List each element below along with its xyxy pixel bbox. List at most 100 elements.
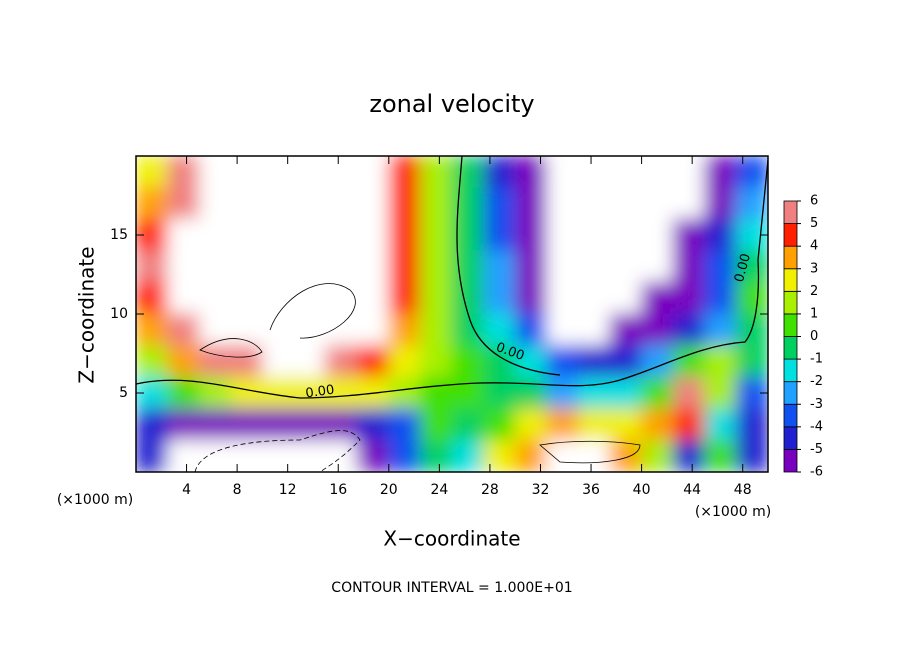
colorbar-tick-label: 3	[810, 261, 818, 276]
field-cell	[704, 156, 737, 189]
field-cell	[735, 439, 768, 472]
field-cell	[325, 187, 358, 220]
field-cell	[577, 313, 611, 347]
colorbar-segment	[783, 336, 798, 360]
x-tick-label: 32	[532, 482, 550, 498]
field-cell	[641, 250, 674, 283]
field-cell	[672, 218, 706, 252]
field-cell	[167, 218, 200, 252]
field-cell	[546, 345, 579, 378]
field-cell	[167, 376, 200, 410]
field-cell	[577, 156, 611, 189]
field-cell	[419, 281, 453, 315]
contour-line	[539, 440, 641, 464]
field-cell	[704, 408, 737, 441]
field-cell	[735, 345, 768, 378]
field-cell	[514, 313, 548, 347]
field-cell	[419, 187, 453, 220]
field-cell	[136, 281, 169, 315]
field-cell	[483, 408, 516, 441]
x-axis-label: X−coordinate	[383, 527, 520, 551]
field-cell	[198, 281, 232, 315]
field-cell	[546, 408, 579, 441]
x-unit-label: (×1000 m)	[695, 504, 771, 520]
field-cell	[483, 250, 516, 283]
field-cell	[325, 281, 358, 315]
field-cell	[577, 439, 611, 472]
field-cell	[419, 408, 453, 441]
field-cell	[261, 345, 295, 378]
field-cell	[261, 156, 295, 189]
field-cell	[419, 439, 453, 472]
field-cell	[230, 250, 263, 283]
colorbar-tick-label: -1	[810, 352, 823, 367]
field-cell	[356, 345, 390, 378]
field-cell	[293, 187, 327, 220]
x-tick-label: 36	[582, 482, 600, 498]
field-cell	[483, 345, 516, 378]
colorbar-segment	[783, 358, 798, 383]
field-cell	[261, 439, 295, 472]
field-cell	[577, 345, 611, 378]
field-cell	[136, 156, 169, 189]
field-cell	[230, 439, 263, 472]
field-cell	[230, 281, 263, 315]
field-cell	[167, 156, 200, 189]
field-cell	[325, 376, 358, 410]
field-cell	[641, 187, 674, 220]
colorbar-segment	[783, 381, 798, 405]
field-cell	[388, 345, 421, 378]
contour-line	[194, 430, 361, 472]
field-cell	[356, 218, 390, 252]
colorbar-tick-label: -3	[810, 397, 823, 412]
field-cell	[167, 408, 200, 441]
field-cell	[735, 156, 768, 189]
y-tick-label: 15	[110, 227, 128, 243]
field-cell	[356, 156, 390, 189]
field-cell	[136, 250, 169, 283]
field-cell	[198, 187, 232, 220]
field-cell	[198, 376, 232, 410]
contour-label: 0.00	[732, 252, 754, 284]
contour-label: 0.00	[305, 383, 336, 402]
field-cell	[230, 345, 263, 378]
field-cell	[641, 156, 674, 189]
field-cell	[325, 345, 358, 378]
colorbar-tick-label: 1	[810, 306, 818, 321]
field-cell	[388, 376, 421, 410]
field-cell	[419, 345, 453, 378]
field-cell	[198, 313, 232, 347]
field-cell	[546, 187, 579, 220]
field-cell	[514, 218, 548, 252]
field-cell	[167, 250, 200, 283]
field-cell	[577, 250, 611, 283]
field-cell	[451, 156, 485, 189]
contour-lines	[136, 156, 768, 472]
field-cell	[325, 156, 358, 189]
contour-line	[199, 338, 263, 358]
contour-line	[136, 159, 768, 399]
field-cell	[293, 376, 327, 410]
field-cell	[136, 408, 169, 441]
chart-title: zonal velocity	[369, 90, 534, 118]
field-cell	[641, 218, 674, 252]
field-cell	[230, 218, 263, 252]
field-cell	[419, 250, 453, 283]
field-cell	[546, 218, 579, 252]
field-cell	[293, 156, 327, 189]
field-cell	[261, 408, 295, 441]
colorbar-segment	[783, 268, 798, 292]
field-cell	[609, 376, 643, 410]
field-cell	[198, 439, 232, 472]
field-cell	[136, 345, 169, 378]
field-cell	[261, 313, 295, 347]
field-cell	[546, 439, 579, 472]
field-cell	[167, 187, 200, 220]
field-cell	[704, 376, 737, 410]
field-cell	[356, 313, 390, 347]
field-cell	[483, 156, 516, 189]
field-cell	[672, 345, 706, 378]
field-cell	[672, 250, 706, 283]
field-cell	[356, 408, 390, 441]
field-cell	[609, 156, 643, 189]
